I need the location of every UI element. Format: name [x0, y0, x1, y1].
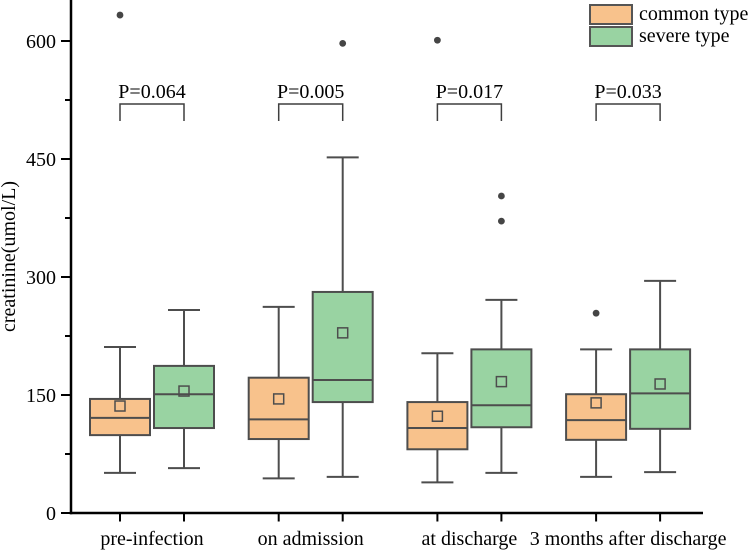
y-axis-title: creatinine(umol/L) [0, 180, 20, 333]
box-common-1 [247, 376, 310, 441]
mean-marker-common-0 [114, 400, 126, 412]
x-category-label: on admission [258, 528, 364, 550]
legend-label-severe: severe type [639, 25, 730, 48]
outlier-point-severe-1 [339, 39, 347, 47]
outlier-point-severe-2 [498, 217, 505, 225]
mean-marker-common-1 [272, 393, 285, 405]
x-category-label: 3 months after discharge [530, 528, 727, 550]
y-tick-label: 450 [26, 149, 56, 171]
legend-entry-severe: severe type [589, 25, 748, 49]
pvalue-bracket [119, 103, 185, 121]
outlier-point-severe-2 [498, 192, 505, 200]
outlier-point-common-2 [434, 36, 441, 44]
legend-swatch-common-icon [589, 3, 633, 25]
box-common-2 [406, 401, 469, 451]
y-tick-label: 0 [46, 503, 56, 525]
y-tick-label: 300 [26, 267, 56, 289]
mean-marker-severe-2 [495, 375, 508, 388]
box-common-3 [565, 393, 628, 441]
pvalue-bracket [277, 103, 344, 121]
box-severe-2 [470, 348, 533, 429]
box-severe-0 [153, 364, 215, 430]
legend-label-common: common type [639, 2, 749, 25]
mean-marker-severe-3 [654, 378, 666, 390]
mean-marker-common-3 [590, 397, 602, 409]
mean-marker-severe-0 [178, 385, 190, 397]
box-severe-1 [311, 290, 374, 404]
outlier-point-common-3 [592, 309, 600, 317]
legend-swatch-severe-icon [589, 26, 633, 48]
y-tick-label: 600 [26, 31, 56, 53]
x-category-label: pre-infection [100, 528, 203, 550]
mean-marker-severe-1 [336, 327, 349, 339]
legend: common type severe type [589, 3, 748, 48]
pvalue-label: P=0.064 [118, 81, 185, 103]
y-tick-label: 150 [26, 385, 56, 407]
pvalue-label: P=0.017 [436, 81, 503, 103]
pvalue-bracket [436, 103, 503, 121]
legend-entry-common: common type [589, 3, 748, 26]
pvalue-bracket [595, 103, 661, 121]
pvalue-label: P=0.033 [594, 81, 661, 103]
outlier-point-common-0 [116, 11, 124, 19]
mean-marker-common-2 [431, 410, 444, 422]
pvalue-label: P=0.005 [277, 81, 344, 103]
x-category-label: at discharge [422, 528, 518, 550]
